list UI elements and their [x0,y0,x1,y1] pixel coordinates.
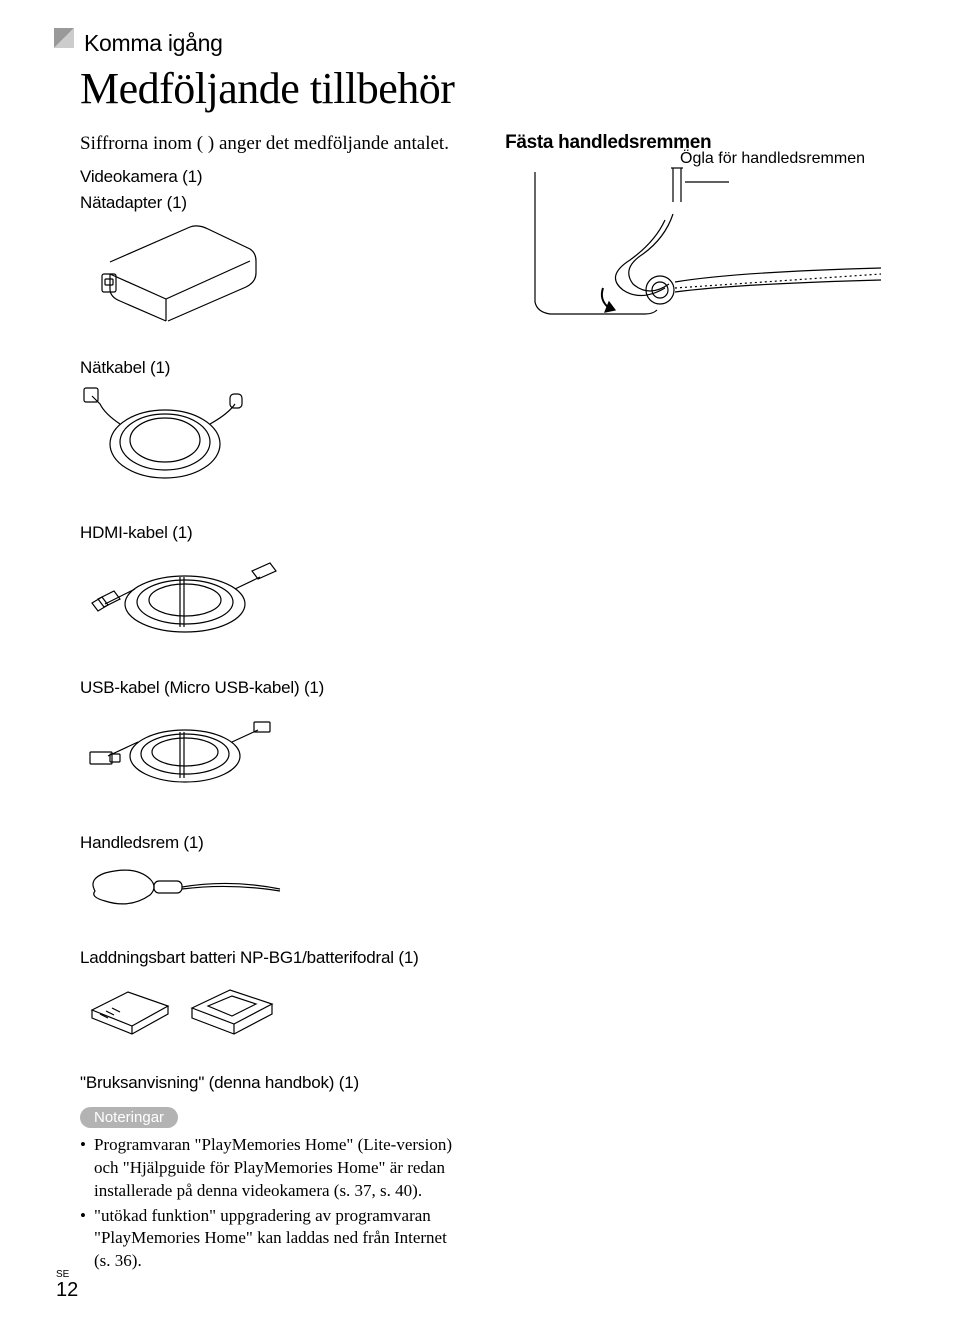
page-num-value: 12 [56,1279,78,1301]
section-label: Komma igång [84,30,900,57]
notes-list: Programvaran "PlayMemories Home" (Lite-v… [80,1134,465,1274]
intro-text: Siffrorna inom ( ) anger det medföljande… [80,132,465,157]
item-usb: USB-kabel (Micro USB-kabel) (1) [80,678,465,698]
notes-label: Noteringar [80,1107,178,1128]
usb-illustration [80,704,465,809]
item-manual: "Bruksanvisning" (denna handbok) (1) [80,1073,465,1093]
notes-bullet: Programvaran "PlayMemories Home" (Lite-v… [80,1134,465,1203]
page-title: Medföljande tillbehör [80,63,900,114]
strap-illustration [80,859,465,924]
hdmi-illustration [80,549,465,654]
page-number: SE 12 [56,1269,78,1301]
item-power-cord: Nätkabel (1) [80,358,465,378]
item-hdmi: HDMI-kabel (1) [80,523,465,543]
item-ac-adapter: Nätadapter (1) [80,193,465,213]
battery-illustration [80,974,465,1049]
section-marker-icon [54,28,74,48]
eyelet-annotation: Ögla för handledsremmen [680,150,865,168]
ac-adapter-illustration [80,219,465,334]
notes-bullet: "utökad funktion" uppgradering av progra… [80,1205,465,1274]
left-column: Siffrorna inom ( ) anger det medföljande… [80,132,465,1275]
item-battery: Laddningsbart batteri NP-BG1/batterifodr… [80,948,465,968]
item-strap: Handledsrem (1) [80,833,465,853]
power-cord-illustration [80,384,465,499]
attach-strap-illustration [505,162,900,347]
item-camcorder: Videokamera (1) [80,167,465,187]
right-column: Fästa handledsremmen [505,132,900,1275]
